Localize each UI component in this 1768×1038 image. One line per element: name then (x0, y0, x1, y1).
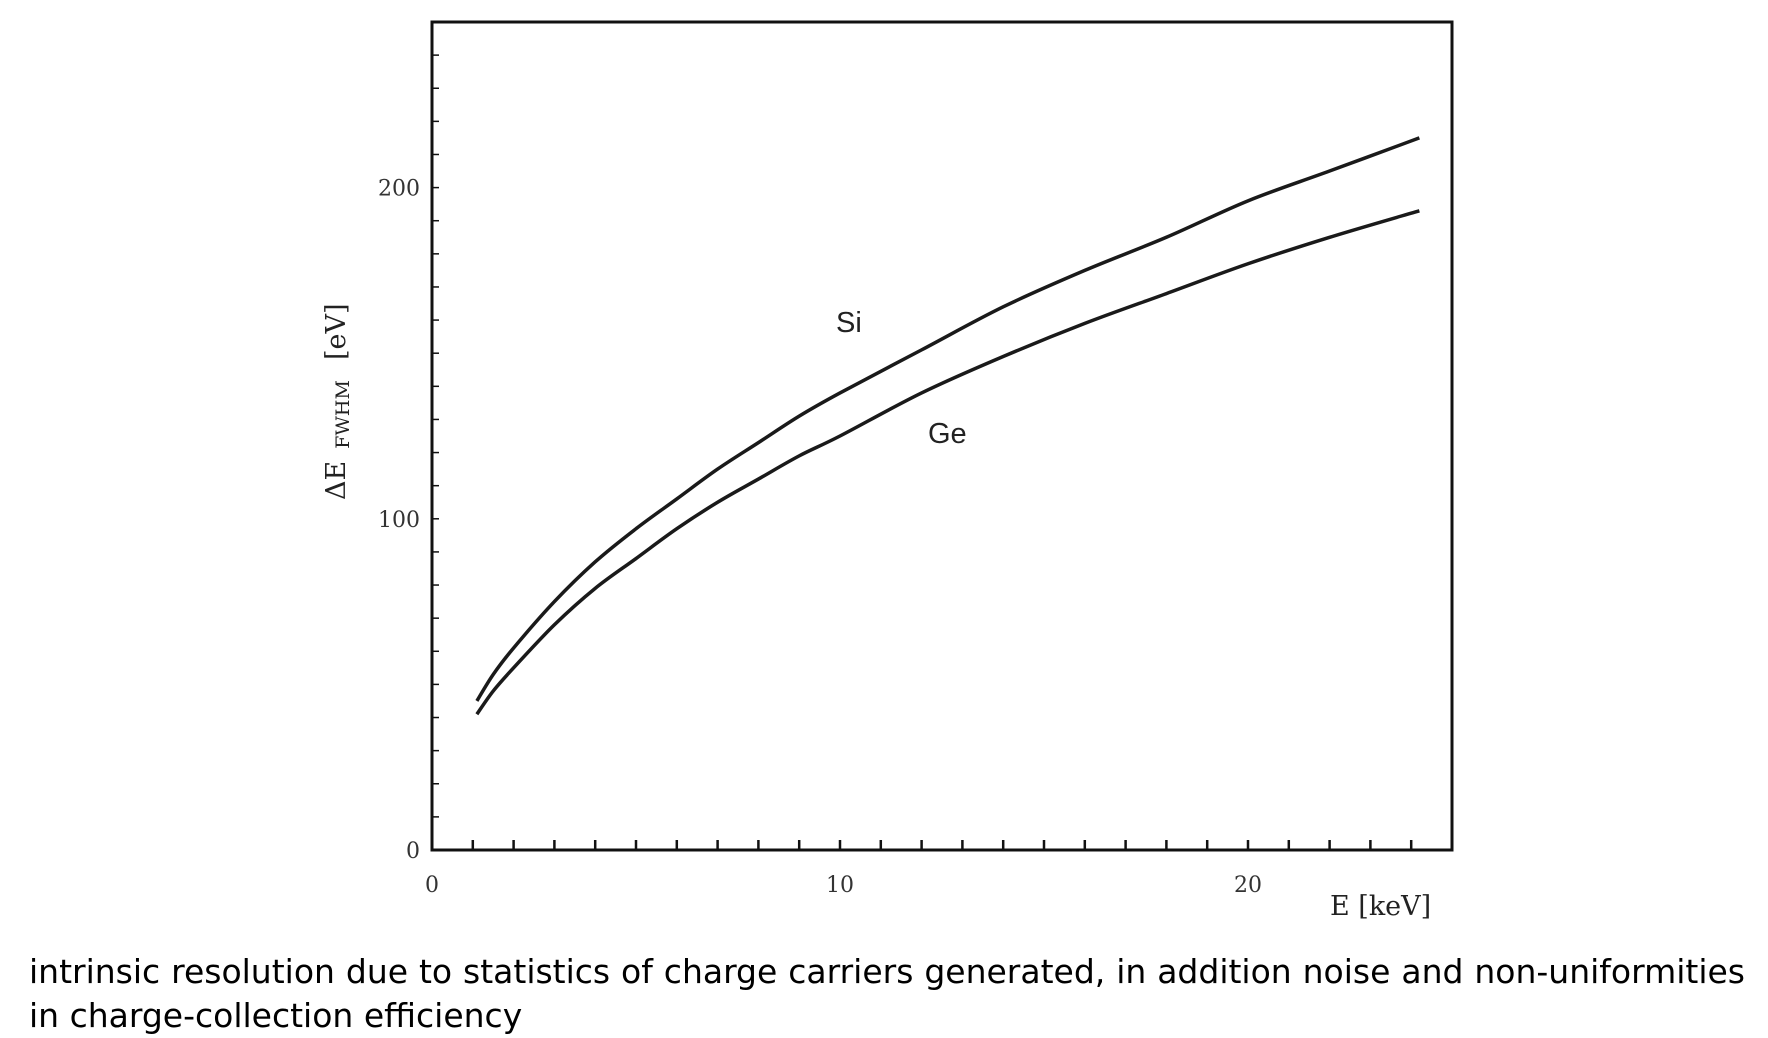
y-axis-symbol: ΔE (321, 461, 352, 500)
series-line-si (475, 136, 1420, 702)
x-axis-title: E [keV] (1330, 891, 1431, 922)
y-tick-label: 0 (406, 839, 420, 864)
x-tick-label: 0 (425, 873, 439, 898)
y-axis-title: ΔE FWHM [eV] (321, 303, 354, 500)
y-axis-subscript: FWHM (332, 380, 354, 449)
series-label-si: Si (836, 307, 862, 339)
x-tick-label: 10 (826, 873, 854, 898)
series-label-ge: Ge (928, 418, 967, 450)
y-tick-label: 200 (378, 177, 420, 202)
y-axis-unit: [eV] (321, 303, 352, 360)
minor-ticks (432, 54, 1413, 850)
y-tick-label: 100 (378, 508, 420, 533)
chart: 0 10 20 0 100 200 E [keV] ΔE FWHM [eV] Si Ge (321, 20, 1454, 922)
series-lines (475, 136, 1420, 716)
svg-text:ΔE FWHM [eV]: ΔE FWHM [eV] (321, 303, 354, 500)
x-tick-label: 20 (1234, 873, 1262, 898)
series-line-ge (475, 209, 1420, 716)
caption: intrinsic resolution due to statistics o… (29, 952, 1745, 1035)
plot-frame (430, 20, 1454, 852)
